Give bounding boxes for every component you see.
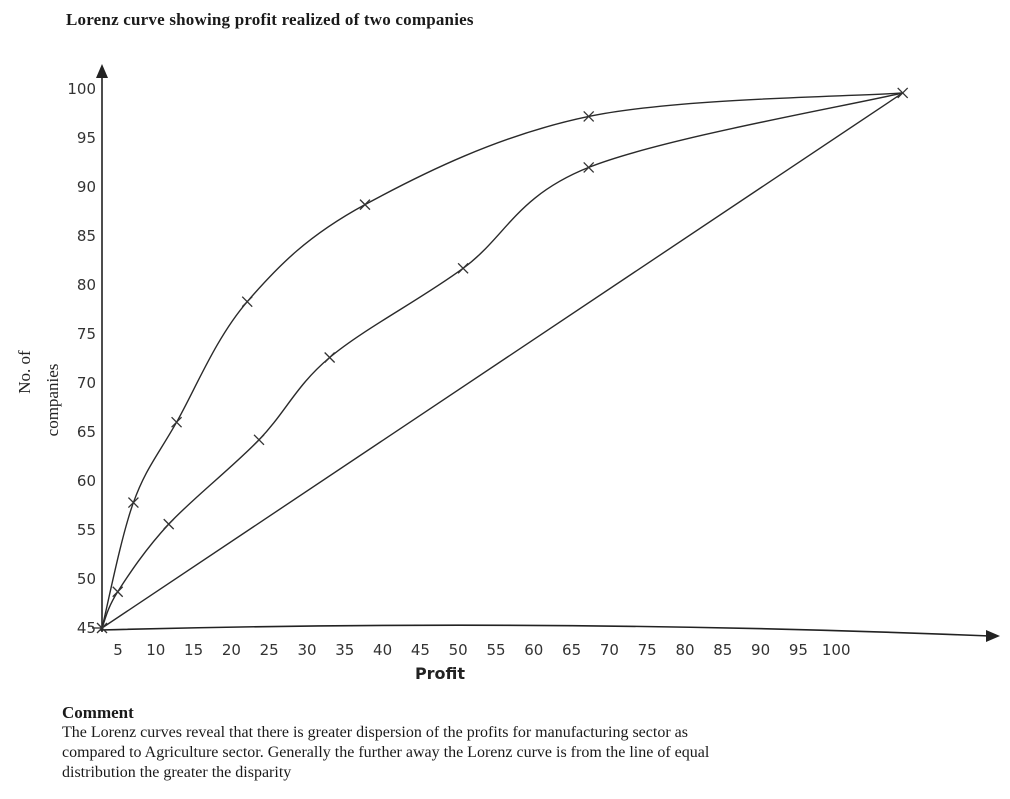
comment-line: distribution the greater the disparity xyxy=(62,764,292,781)
x-tick-label: 20 xyxy=(222,641,241,659)
x-marker xyxy=(457,262,469,274)
x-axis-line xyxy=(99,624,991,637)
x-axis-arrowhead xyxy=(986,630,1000,642)
x-tick-label: 45 xyxy=(411,641,430,659)
y-tick-label: 95 xyxy=(77,129,96,147)
x-tick-label: 100 xyxy=(822,641,851,659)
x-tick-label: 35 xyxy=(335,641,354,659)
y-tick-label: 60 xyxy=(77,472,96,490)
x-tick-label: 50 xyxy=(449,641,468,659)
y-axis-title-line: No. of xyxy=(15,350,34,394)
y-tick-label: 70 xyxy=(77,374,96,392)
x-tick-label: 80 xyxy=(675,641,694,659)
x-marker xyxy=(112,586,124,598)
comment-line: The Lorenz curves reveal that there is g… xyxy=(62,724,688,741)
x-marker xyxy=(163,518,175,530)
x-marker xyxy=(897,87,909,99)
x-tick-label: 70 xyxy=(600,641,619,659)
axes xyxy=(92,64,1000,642)
y-axis-title-line: companies xyxy=(43,364,62,437)
x-marker xyxy=(359,199,371,211)
x-tick-label: 10 xyxy=(146,641,165,659)
y-tick-label: 90 xyxy=(77,178,96,196)
x-tick-label: 85 xyxy=(713,641,732,659)
x-marker xyxy=(171,416,183,428)
x-marker xyxy=(241,296,253,308)
x-tick-label: 30 xyxy=(297,641,316,659)
x-tick-label: 90 xyxy=(751,641,770,659)
comment-heading: Comment xyxy=(62,703,134,722)
y-tick-label: 85 xyxy=(77,227,96,245)
x-marker xyxy=(324,352,336,363)
lorenz-chart: 45 50 55 60 65 70 75 80 85 90 95 100 5 10 15 20 25 30 35 40… xyxy=(15,64,1000,683)
comment-block: Comment The Lorenz curves reveal that th… xyxy=(62,703,962,783)
tick-labels: 45 50 55 60 65 70 75 80 85 90 95 100 5 10 15 20 25 30 35 40… xyxy=(67,80,850,659)
equality-line-line xyxy=(101,92,904,629)
x-tick-label: 40 xyxy=(373,641,392,659)
comment-line: compared to Agriculture sector. Generall… xyxy=(62,744,710,761)
x-marker xyxy=(96,622,108,634)
y-tick-label: 80 xyxy=(77,276,96,294)
x-marker xyxy=(583,110,595,122)
upper-curve-line xyxy=(101,92,903,629)
x-marker xyxy=(253,434,265,446)
y-axis-arrowhead xyxy=(96,64,108,78)
x-tick-label: 75 xyxy=(638,641,657,659)
y-tick-label: 100 xyxy=(67,80,96,98)
x-marker xyxy=(583,161,595,173)
axis-titles: Profit No. of companies xyxy=(15,350,465,683)
chart-title: Lorenz curve showing profit realized of … xyxy=(66,10,474,29)
y-tick-label: 45 xyxy=(77,619,96,637)
x-tick-label: 65 xyxy=(562,641,581,659)
x-tick-label: 60 xyxy=(524,641,543,659)
y-tick-label: 75 xyxy=(77,325,96,343)
x-tick-label: 95 xyxy=(789,641,808,659)
series-lines xyxy=(101,92,904,629)
x-tick-label: 25 xyxy=(260,641,279,659)
y-tick-label: 65 xyxy=(77,423,96,441)
x-tick-label: 5 xyxy=(113,641,123,659)
x-tick-label: 15 xyxy=(184,641,203,659)
x-marker xyxy=(127,497,139,509)
y-tick-label: 50 xyxy=(77,570,96,588)
x-tick-label: 55 xyxy=(486,641,505,659)
data-markers xyxy=(96,87,909,634)
y-tick-label: 55 xyxy=(77,521,96,539)
x-axis-title: Profit xyxy=(415,664,465,683)
